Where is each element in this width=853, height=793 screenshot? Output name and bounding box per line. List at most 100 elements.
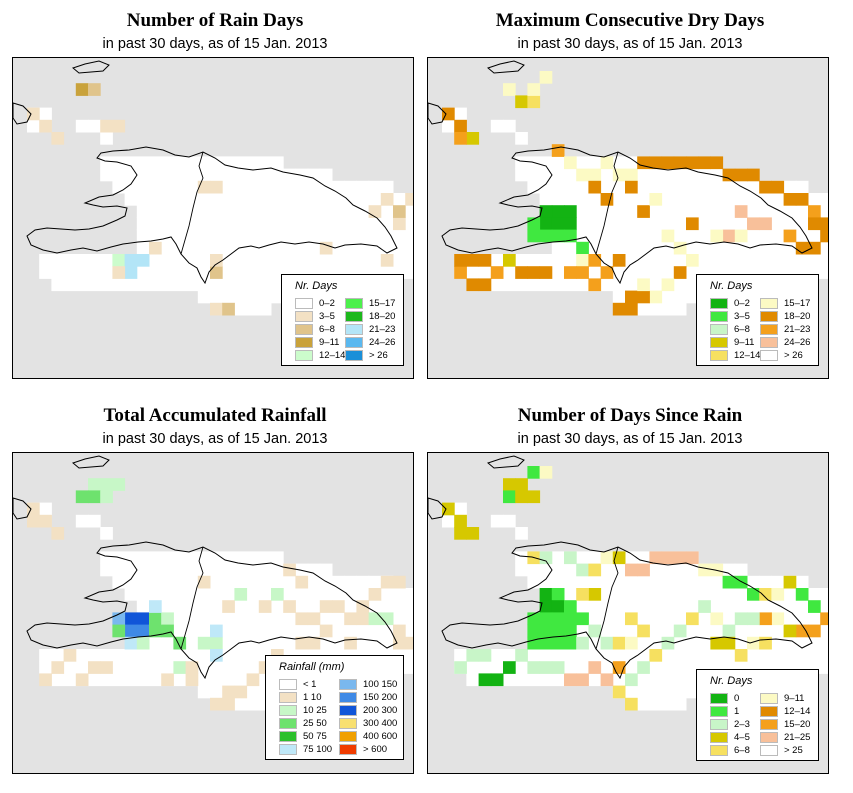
- grid-cell: [258, 266, 272, 279]
- grid-cell: [551, 575, 565, 589]
- grid-cell: [295, 217, 309, 231]
- grid-cell: [734, 205, 748, 218]
- grid-cell: [295, 180, 309, 194]
- grid-cell: [515, 563, 528, 577]
- grid-cell: [234, 278, 248, 292]
- legend-label: 9–11: [734, 336, 755, 348]
- grid-cell: [258, 193, 272, 206]
- grid-cell: [51, 132, 65, 145]
- grid-cell: [246, 649, 260, 662]
- grid-cell: [661, 636, 675, 650]
- grid-cell: [625, 205, 638, 218]
- grid-cell: [673, 168, 687, 182]
- grid-cell: [564, 661, 577, 674]
- grid-cell: [710, 180, 724, 194]
- coastline: [486, 60, 525, 74]
- grid-cell: [246, 180, 260, 194]
- legend: Nr. Days 0–2 3–5 6–8 9–11 12–14 15–17 18–20 21–…: [281, 274, 404, 366]
- grid-cell: [759, 612, 772, 626]
- grid-cell: [551, 217, 565, 231]
- grid-cell: [319, 229, 333, 243]
- grid-cell: [698, 636, 711, 650]
- grid-cell: [808, 612, 821, 626]
- grid-cell: [185, 612, 199, 626]
- grid-cell: [210, 563, 223, 577]
- grid-cell: [197, 217, 211, 231]
- grid-cell: [332, 205, 345, 218]
- grid-cell: [576, 612, 589, 626]
- grid-cell: [734, 229, 748, 243]
- grid-cell: [112, 563, 126, 577]
- grid-cell: [734, 649, 748, 662]
- grid-cell: [222, 612, 235, 626]
- grid-cell: [673, 266, 687, 279]
- grid-cell: [124, 551, 138, 565]
- grid-cell: [637, 624, 650, 638]
- grid-cell: [600, 636, 614, 650]
- legend-item: > 26: [760, 349, 803, 361]
- grid-cell: [222, 563, 235, 577]
- grid-cell: [612, 229, 626, 243]
- grid-cell: [649, 551, 663, 565]
- grid-cell: [588, 278, 602, 292]
- grid-cell: [698, 563, 711, 577]
- grid-cell: [698, 241, 711, 255]
- grid-cell: [283, 563, 296, 577]
- grid-cell: [295, 205, 309, 218]
- legend-swatch: [710, 731, 728, 743]
- grid-cell: [271, 205, 284, 218]
- grid-cell: [222, 266, 235, 279]
- grid-cell: [222, 229, 235, 243]
- grid-cell: [673, 278, 687, 292]
- grid-cell: [271, 563, 284, 577]
- legend-item: 12–14: [760, 705, 810, 717]
- grid-cell: [283, 588, 296, 601]
- grid-cell: [734, 624, 748, 638]
- grid-cell: [649, 278, 663, 292]
- legend-item: 0–2: [710, 297, 750, 309]
- grid-cell: [539, 180, 553, 194]
- grid-cell: [527, 661, 541, 674]
- grid-cell: [771, 575, 785, 589]
- grid-cell: [100, 527, 113, 540]
- grid-cell: [332, 254, 345, 267]
- grid-cell: [234, 290, 248, 304]
- legend-item: 1 10: [279, 691, 322, 703]
- grid-cell: [161, 254, 174, 267]
- legend-swatch: [710, 692, 728, 704]
- grid-cell: [88, 478, 101, 491]
- grid-cell: [380, 217, 394, 231]
- grid-cell: [283, 612, 296, 626]
- grid-cell: [551, 144, 565, 157]
- grid-cell: [283, 254, 296, 267]
- grid-cell: [564, 205, 577, 218]
- legend-item: 6–8: [710, 744, 750, 756]
- legend-item: 4–5: [710, 731, 750, 743]
- grid-cell: [197, 168, 211, 182]
- grid-cell: [246, 685, 260, 699]
- legend-item: 12–14: [295, 349, 345, 361]
- legend-title: Nr. Days: [295, 280, 338, 292]
- legend-swatch: [279, 717, 297, 729]
- grid-cell: [710, 254, 724, 267]
- grid-cell: [686, 612, 699, 626]
- grid-cell: [380, 575, 394, 589]
- grid-cell: [771, 624, 785, 638]
- grid-cell: [210, 241, 223, 255]
- grid-cell: [503, 254, 516, 267]
- grid-cell: [515, 95, 528, 109]
- grid-cell: [588, 193, 602, 206]
- grid-cell: [149, 180, 162, 194]
- grid-cell: [527, 254, 541, 267]
- grid-cell: [698, 600, 711, 613]
- grid-cell: [649, 649, 663, 662]
- grid-cell: [246, 156, 260, 170]
- grid-cell: [271, 217, 284, 231]
- grid-cell: [661, 205, 675, 218]
- grid-cell: [600, 193, 614, 206]
- grid-cell: [820, 649, 828, 662]
- grid-cell: [686, 168, 699, 182]
- grid-cell: [625, 217, 638, 231]
- grid-cell: [234, 217, 248, 231]
- grid-cell: [600, 168, 614, 182]
